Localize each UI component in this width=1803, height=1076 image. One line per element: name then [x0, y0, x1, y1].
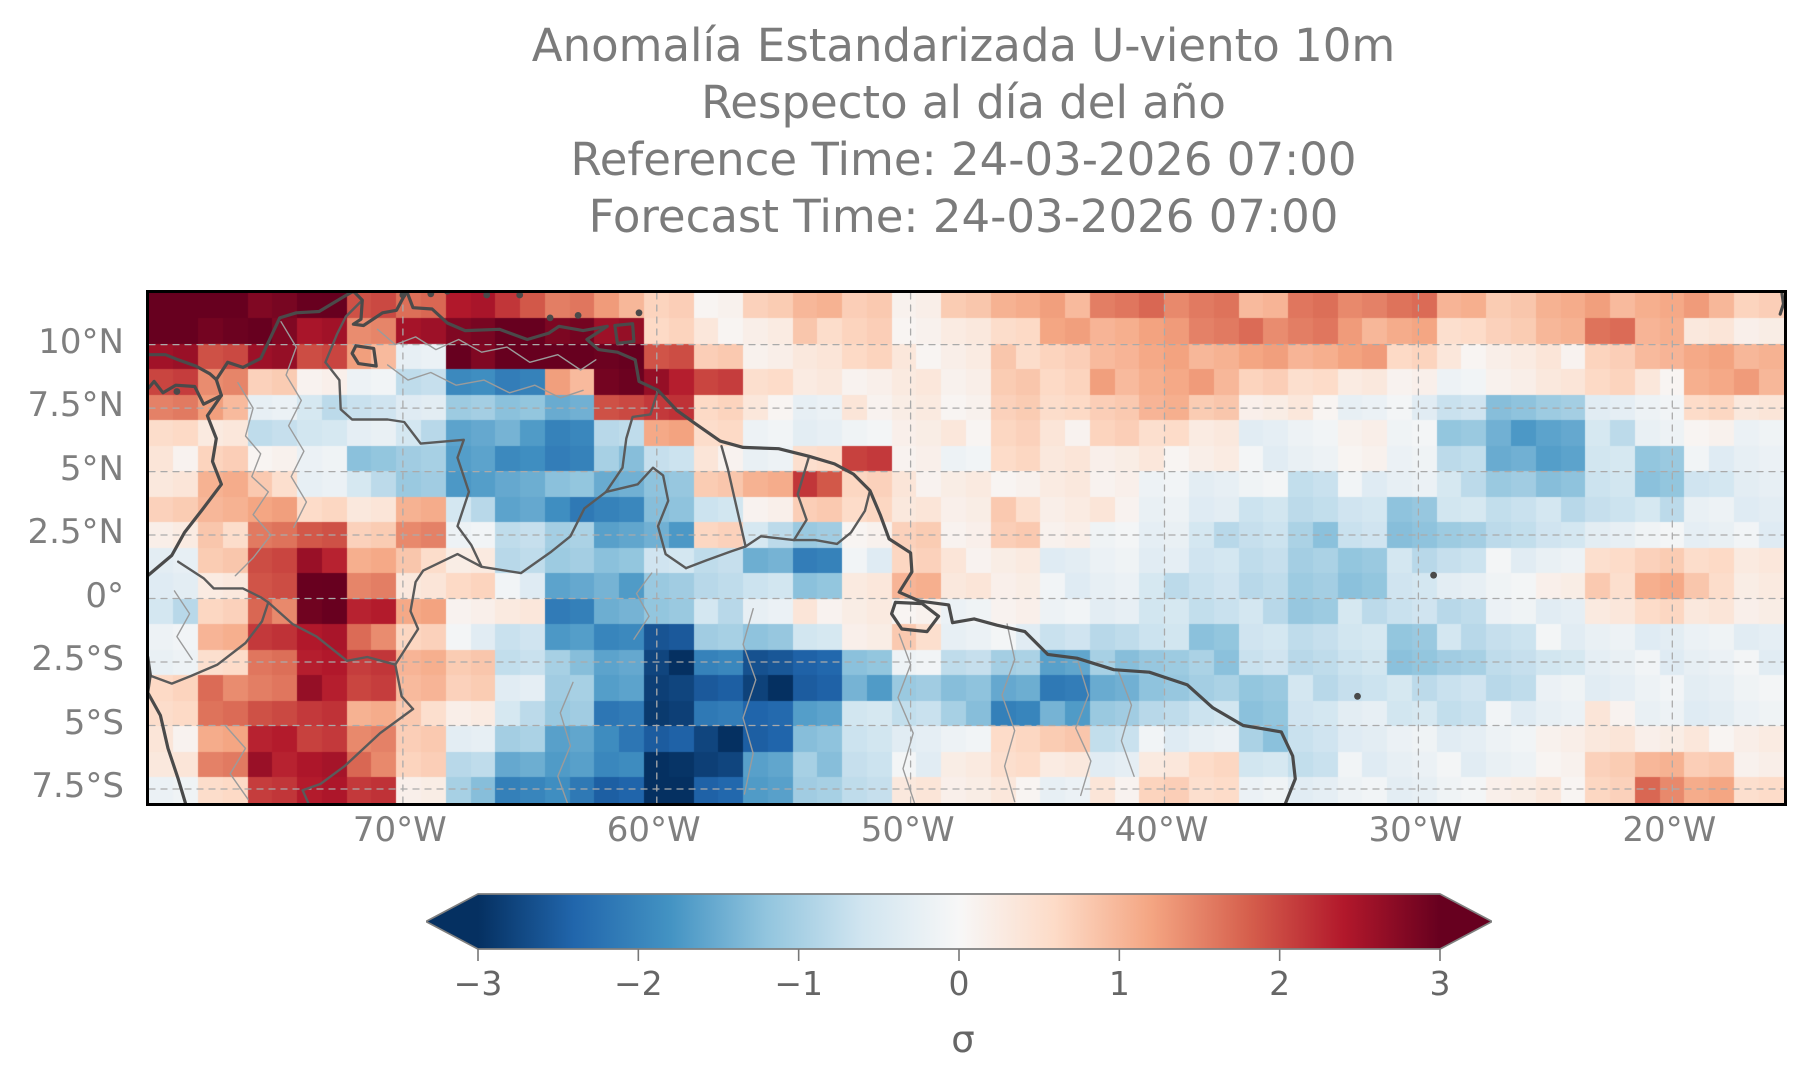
state-border-line — [376, 328, 597, 371]
island-dot — [516, 293, 524, 299]
country-border-line — [604, 466, 688, 570]
x-tick-label: 50°W — [860, 810, 955, 850]
state-border-line — [280, 321, 308, 529]
coastline — [149, 656, 188, 803]
coastline — [214, 293, 1297, 803]
x-tick-label: 20°W — [1622, 810, 1717, 850]
state-border-line — [386, 364, 584, 399]
country-border-line — [324, 298, 483, 568]
heatmap-canvas — [149, 293, 1784, 803]
island-dot — [574, 312, 582, 319]
island-dot — [483, 293, 491, 299]
state-border-line — [234, 382, 272, 577]
colorbar-right-arrow — [1440, 894, 1492, 949]
title-line-1: Anomalía Estandarizada U-viento 10m — [531, 19, 1396, 72]
title-line-2: Respecto al día del año — [701, 76, 1226, 129]
colorbar-tick-label: 1 — [1108, 964, 1130, 1003]
coastline — [149, 379, 223, 406]
country-border-line — [480, 490, 608, 575]
title-line-3: Reference Time: 24-03-2026 07:00 — [570, 133, 1357, 186]
state-border-line — [742, 608, 757, 795]
y-tick-label: 10°N — [38, 321, 124, 362]
map-overlay — [149, 293, 1784, 803]
island-dot — [399, 293, 407, 299]
country-border-line — [394, 552, 483, 666]
y-tick-label: 5°N — [59, 448, 124, 489]
state-border-line — [557, 681, 574, 803]
coastline — [890, 600, 941, 634]
state-border-line — [897, 633, 916, 803]
colorbar-label: σ — [951, 1018, 975, 1061]
island-dot — [635, 309, 643, 317]
country-border-line — [684, 445, 747, 570]
island-dot — [427, 293, 435, 298]
country-border-line — [744, 489, 872, 548]
state-border-line — [1001, 623, 1016, 803]
island-dot — [444, 293, 451, 295]
colorbar-tick-label: 3 — [1429, 964, 1451, 1003]
y-tick-label: 2.5°N — [27, 512, 124, 553]
title-line-4: Forecast Time: 24-03-2026 07:00 — [588, 190, 1339, 243]
coastline — [613, 322, 636, 345]
y-tick-label: 2.5°S — [31, 639, 124, 680]
country-border-line — [267, 601, 415, 711]
y-tick-label: 7.5°S — [31, 766, 124, 807]
colorbar — [426, 893, 1492, 961]
colorbar-left-arrow — [426, 894, 478, 949]
colorbar-tick-label: −2 — [614, 964, 663, 1003]
island-dot — [546, 314, 554, 322]
country-border-line — [301, 707, 415, 803]
state-border-line — [224, 724, 249, 800]
coastline — [149, 353, 218, 382]
y-tick-label: 7.5°N — [27, 385, 124, 426]
island-dot — [1354, 692, 1361, 700]
coastline — [149, 378, 223, 577]
colorbar-gradient — [478, 894, 1440, 949]
y-tick-label: 0° — [85, 575, 124, 616]
x-tick-label: 30°W — [1368, 810, 1463, 850]
map-axes — [146, 290, 1787, 806]
colorbar-tick-label: 0 — [948, 964, 970, 1003]
state-border-line — [1118, 671, 1135, 777]
country-border-line — [177, 560, 270, 604]
colorbar-tick-label: −1 — [774, 964, 823, 1003]
coastline — [350, 344, 378, 368]
colorbar-tick-label: 2 — [1269, 964, 1291, 1003]
state-border-line — [633, 572, 653, 640]
x-tick-label: 70°W — [352, 810, 447, 850]
x-tick-label: 40°W — [1114, 810, 1209, 850]
state-border-line — [1075, 661, 1092, 797]
island-dot — [1430, 571, 1437, 579]
country-border-line — [604, 389, 660, 494]
state-border-line — [173, 590, 193, 661]
x-tick-label: 60°W — [606, 810, 701, 850]
colorbar-tick-label: −3 — [453, 964, 503, 1003]
country-border-line — [792, 455, 811, 542]
chart-title: Anomalía Estandarizada U-viento 10m Resp… — [146, 17, 1781, 245]
y-tick-label: 5°S — [63, 702, 124, 743]
island-dot — [173, 388, 181, 395]
country-border-line — [149, 601, 270, 685]
coastline — [1778, 293, 1784, 316]
